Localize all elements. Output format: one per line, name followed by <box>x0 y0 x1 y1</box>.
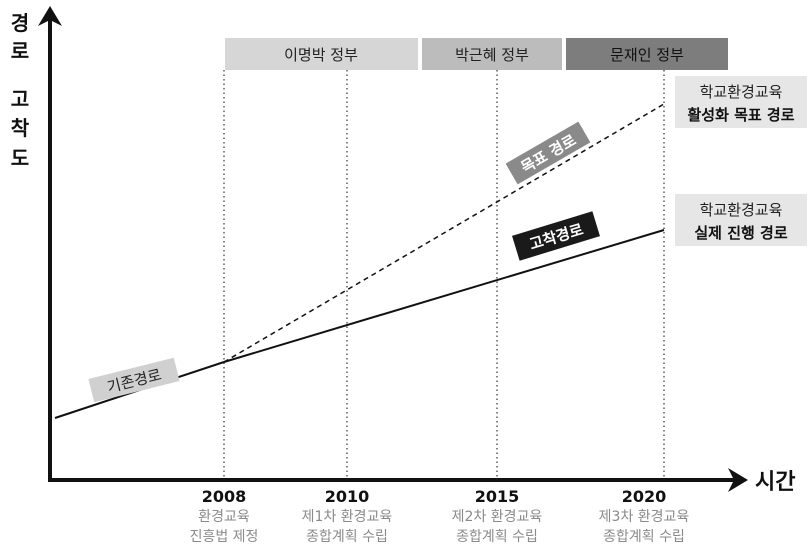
year-caption-line1: 환경교육 <box>198 509 250 525</box>
era-bar-park: 박근혜 정부 <box>422 38 562 70</box>
era-bar-bg <box>225 38 418 70</box>
year-label: 2020 <box>622 487 667 506</box>
target-path-tag-bg <box>505 121 591 185</box>
year-block-2008: 2008 환경교육 진흥법 제정 <box>190 487 259 545</box>
y-axis-label-char: 경 <box>11 11 29 35</box>
actual-right-label-line2: 실제 진행 경로 <box>694 224 787 242</box>
y-axis-label-char: 고 <box>11 87 29 111</box>
era-bar-bg <box>422 38 562 70</box>
target-right-label-line1: 학교환경교육 <box>700 83 783 101</box>
era-label: 박근혜 정부 <box>455 46 529 64</box>
year-caption-line1: 제2차 환경교육 <box>452 509 543 525</box>
y-axis-label-char: 도 <box>11 146 29 170</box>
target-right-label-line2: 활성화 목표 경로 <box>687 106 794 124</box>
locked-path-line <box>223 229 665 363</box>
era-label: 문재인 정부 <box>610 46 684 64</box>
year-caption-line1: 제3차 환경교육 <box>599 509 690 525</box>
y-axis-label-char: 로 <box>11 39 29 63</box>
y-axis-arrow-icon <box>38 6 62 26</box>
year-block-2010: 2010 제1차 환경교육 종합계획 수립 <box>302 487 393 545</box>
year-caption-line2: 종합계획 수립 <box>306 529 388 545</box>
year-label: 2008 <box>202 487 247 506</box>
year-caption-line2: 종합계획 수립 <box>456 529 538 545</box>
era-bar-moon: 문재인 정부 <box>566 38 728 70</box>
era-bar-lee: 이명박 정부 <box>225 38 418 70</box>
target-path-tag: 목표 경로 <box>505 121 591 185</box>
y-axis-label-char: 착 <box>11 116 30 140</box>
year-label: 2015 <box>475 487 520 506</box>
locked-path-tag-bg <box>512 211 600 261</box>
actual-right-label-line1: 학교환경교육 <box>700 201 783 219</box>
x-axis-arrow-icon <box>728 468 748 492</box>
target-right-label: 학교환경교육 활성화 목표 경로 <box>675 76 807 128</box>
year-block-2015: 2015 제2차 환경교육 종합계획 수립 <box>452 487 543 545</box>
year-caption-line2: 진흥법 제정 <box>190 529 259 545</box>
era-bar-bg <box>566 38 728 70</box>
year-caption-line1: 제1차 환경교육 <box>302 509 393 525</box>
y-axis-label: 경 로 고 착 도 <box>11 11 30 170</box>
year-label: 2010 <box>325 487 370 506</box>
existing-path-tag-bg <box>88 357 180 403</box>
year-block-2020: 2020 제3차 환경교육 종합계획 수립 <box>599 487 690 545</box>
existing-path-tag: 기존경로 <box>88 357 180 403</box>
target-right-label-bg <box>675 76 807 128</box>
actual-right-label-bg <box>675 194 807 246</box>
year-caption-line2: 종합계획 수립 <box>603 529 685 545</box>
x-axis-label: 시간 <box>755 470 795 495</box>
era-label: 이명박 정부 <box>284 46 358 64</box>
actual-right-label: 학교환경교육 실제 진행 경로 <box>675 194 807 246</box>
target-path-line <box>223 103 665 363</box>
